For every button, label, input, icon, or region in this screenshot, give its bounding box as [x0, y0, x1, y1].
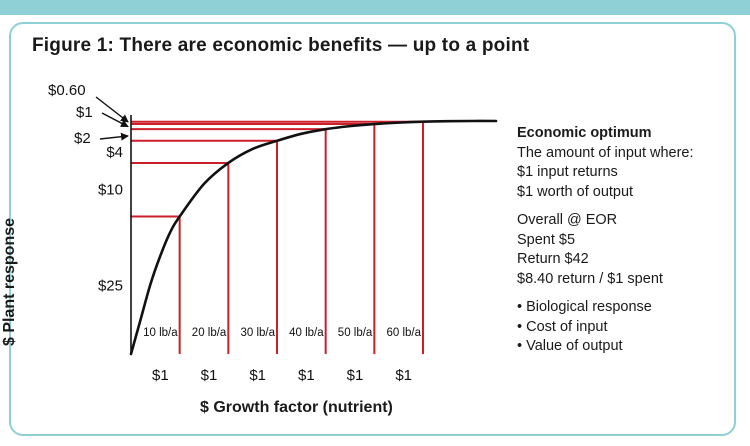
top-accent-bar	[0, 0, 750, 15]
notes-line: $1 input returns	[517, 164, 618, 180]
eor-line: Return $42	[517, 251, 589, 267]
x-increment-label: $1	[152, 367, 169, 384]
x-increment-label: $1	[201, 367, 218, 384]
notes-line: $1 worth of output	[517, 183, 634, 200]
x-increment-label: $1	[395, 367, 412, 384]
eor-line: Overall @ EOR	[517, 212, 618, 228]
x-axis-title: $ Growth factor (nutrient)	[200, 399, 393, 416]
eor-line: Spent $5	[517, 231, 576, 248]
x-tick-label: 60 lb/a	[386, 327, 421, 339]
y-return-arrow	[101, 112, 129, 128]
y-return-label: $0.60	[48, 82, 86, 99]
bullet-item: • Biological response	[517, 299, 652, 315]
y-return-arrow	[95, 96, 129, 123]
response-curve	[129, 119, 498, 356]
x-tick-label: 40 lb/a	[289, 327, 324, 339]
x-increment-label: $1	[347, 367, 364, 384]
y-return-label: $2	[74, 130, 91, 147]
y-return-arrow	[99, 132, 129, 141]
x-increment-label: $1	[298, 367, 315, 384]
economic-notes: Economic optimum The amount of input whe…	[517, 124, 732, 357]
y-return-label: $1	[76, 104, 93, 121]
x-tick-label: 20 lb/a	[192, 327, 227, 339]
notes-heading: Economic optimum	[517, 125, 652, 141]
figure-frame	[9, 22, 736, 436]
figure-title: Figure 1: There are economic benefits — …	[32, 35, 530, 56]
y-return-label: $10	[98, 182, 123, 199]
x-tick-label: 30 lb/a	[240, 327, 275, 339]
eor-line: $8.40 return / $1 spent	[517, 270, 663, 287]
y-return-label: $4	[106, 144, 123, 161]
x-tick-label: 50 lb/a	[338, 327, 373, 339]
notes-line: The amount of input where:	[517, 144, 694, 161]
x-increment-label: $1	[249, 367, 266, 384]
bullet-item: • Value of output	[517, 338, 623, 354]
y-return-label: $25	[98, 277, 123, 294]
x-tick-label: 10 lb/a	[143, 327, 178, 339]
bullet-item: • Cost of input	[517, 318, 608, 335]
